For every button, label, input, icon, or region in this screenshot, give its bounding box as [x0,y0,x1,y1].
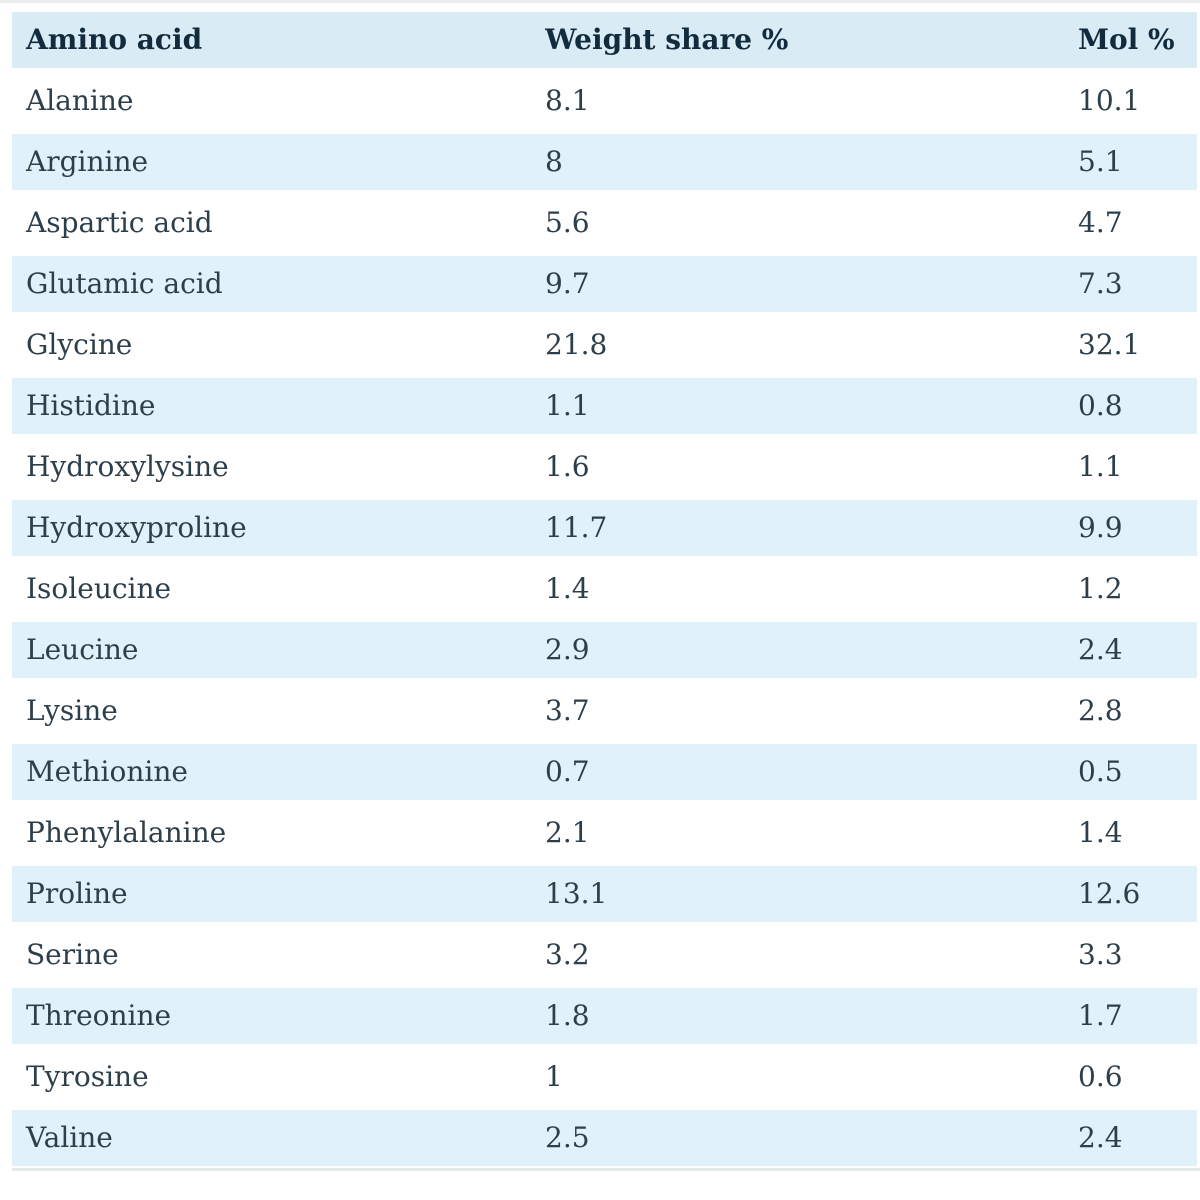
cell-amino-acid: Alanine [12,73,545,134]
amino-acid-table-container: Amino acid Weight share % Mol % Alanine 8… [12,12,1200,1171]
table-row: Methionine 0.7 0.5 [12,744,1197,805]
cell-amino-acid: Glutamic acid [12,256,545,317]
cell-weight-share: 1.1 [545,378,1078,439]
column-header-mol-percent: Mol % [1078,12,1197,73]
amino-acid-table: Amino acid Weight share % Mol % Alanine 8… [12,12,1197,1171]
top-edge-artifact-line [0,0,1200,3]
cell-amino-acid: Hydroxylysine [12,439,545,500]
cell-amino-acid: Lysine [12,683,545,744]
cell-weight-share: 1.6 [545,439,1078,500]
cell-weight-share: 5.6 [545,195,1078,256]
cell-mol-percent: 5.1 [1078,134,1197,195]
table-row: Glutamic acid 9.7 7.3 [12,256,1197,317]
cell-mol-percent: 12.6 [1078,866,1197,927]
cell-amino-acid: Tyrosine [12,1049,545,1110]
cell-weight-share: 13.1 [545,866,1078,927]
cell-weight-share: 1.4 [545,561,1078,622]
cell-amino-acid: Leucine [12,622,545,683]
cell-mol-percent: 0.5 [1078,744,1197,805]
cell-weight-share: 3.7 [545,683,1078,744]
cell-mol-percent: 2.8 [1078,683,1197,744]
table-row: Arginine 8 5.1 [12,134,1197,195]
cell-amino-acid: Histidine [12,378,545,439]
cell-amino-acid: Serine [12,927,545,988]
cell-mol-percent: 2.4 [1078,1110,1197,1171]
table-row: Histidine 1.1 0.8 [12,378,1197,439]
cell-weight-share: 1 [545,1049,1078,1110]
cell-mol-percent: 2.4 [1078,622,1197,683]
cell-amino-acid: Proline [12,866,545,927]
cell-mol-percent: 3.3 [1078,927,1197,988]
cell-amino-acid: Threonine [12,988,545,1049]
cell-weight-share: 8.1 [545,73,1078,134]
cell-amino-acid: Isoleucine [12,561,545,622]
table-row: Alanine 8.1 10.1 [12,73,1197,134]
cell-weight-share: 11.7 [545,500,1078,561]
table-row: Glycine 21.8 32.1 [12,317,1197,378]
cell-weight-share: 21.8 [545,317,1078,378]
cell-amino-acid: Phenylalanine [12,805,545,866]
cell-mol-percent: 7.3 [1078,256,1197,317]
table-row: Serine 3.2 3.3 [12,927,1197,988]
cell-mol-percent: 1.7 [1078,988,1197,1049]
cell-weight-share: 2.9 [545,622,1078,683]
cell-mol-percent: 32.1 [1078,317,1197,378]
cell-mol-percent: 1.2 [1078,561,1197,622]
cell-amino-acid: Arginine [12,134,545,195]
table-bottom-rule [12,1168,1200,1171]
cell-weight-share: 0.7 [545,744,1078,805]
cell-weight-share: 3.2 [545,927,1078,988]
cell-amino-acid: Valine [12,1110,545,1171]
cell-mol-percent: 9.9 [1078,500,1197,561]
table-row: Proline 13.1 12.6 [12,866,1197,927]
cell-weight-share: 1.8 [545,988,1078,1049]
cell-weight-share: 8 [545,134,1078,195]
cell-mol-percent: 0.6 [1078,1049,1197,1110]
cell-mol-percent: 10.1 [1078,73,1197,134]
table-row: Threonine 1.8 1.7 [12,988,1197,1049]
table-row: Aspartic acid 5.6 4.7 [12,195,1197,256]
table-body: Alanine 8.1 10.1 Arginine 8 5.1 Aspartic acid 5… [12,73,1197,1171]
header-row: Amino acid Weight share % Mol % [12,12,1197,73]
table-row: Hydroxylysine 1.6 1.1 [12,439,1197,500]
cell-weight-share: 2.5 [545,1110,1078,1171]
table-row: Tyrosine 1 0.6 [12,1049,1197,1110]
cell-amino-acid: Methionine [12,744,545,805]
table-row: Valine 2.5 2.4 [12,1110,1197,1171]
cell-weight-share: 9.7 [545,256,1078,317]
table-row: Phenylalanine 2.1 1.4 [12,805,1197,866]
table-row: Hydroxyproline 11.7 9.9 [12,500,1197,561]
column-header-weight-share: Weight share % [545,12,1078,73]
cell-mol-percent: 1.4 [1078,805,1197,866]
cell-weight-share: 2.1 [545,805,1078,866]
cell-amino-acid: Hydroxyproline [12,500,545,561]
column-header-amino-acid: Amino acid [12,12,545,73]
cell-amino-acid: Glycine [12,317,545,378]
table-row: Lysine 3.7 2.8 [12,683,1197,744]
table-row: Leucine 2.9 2.4 [12,622,1197,683]
table-row: Isoleucine 1.4 1.2 [12,561,1197,622]
cell-mol-percent: 1.1 [1078,439,1197,500]
cell-amino-acid: Aspartic acid [12,195,545,256]
cell-mol-percent: 0.8 [1078,378,1197,439]
cell-mol-percent: 4.7 [1078,195,1197,256]
